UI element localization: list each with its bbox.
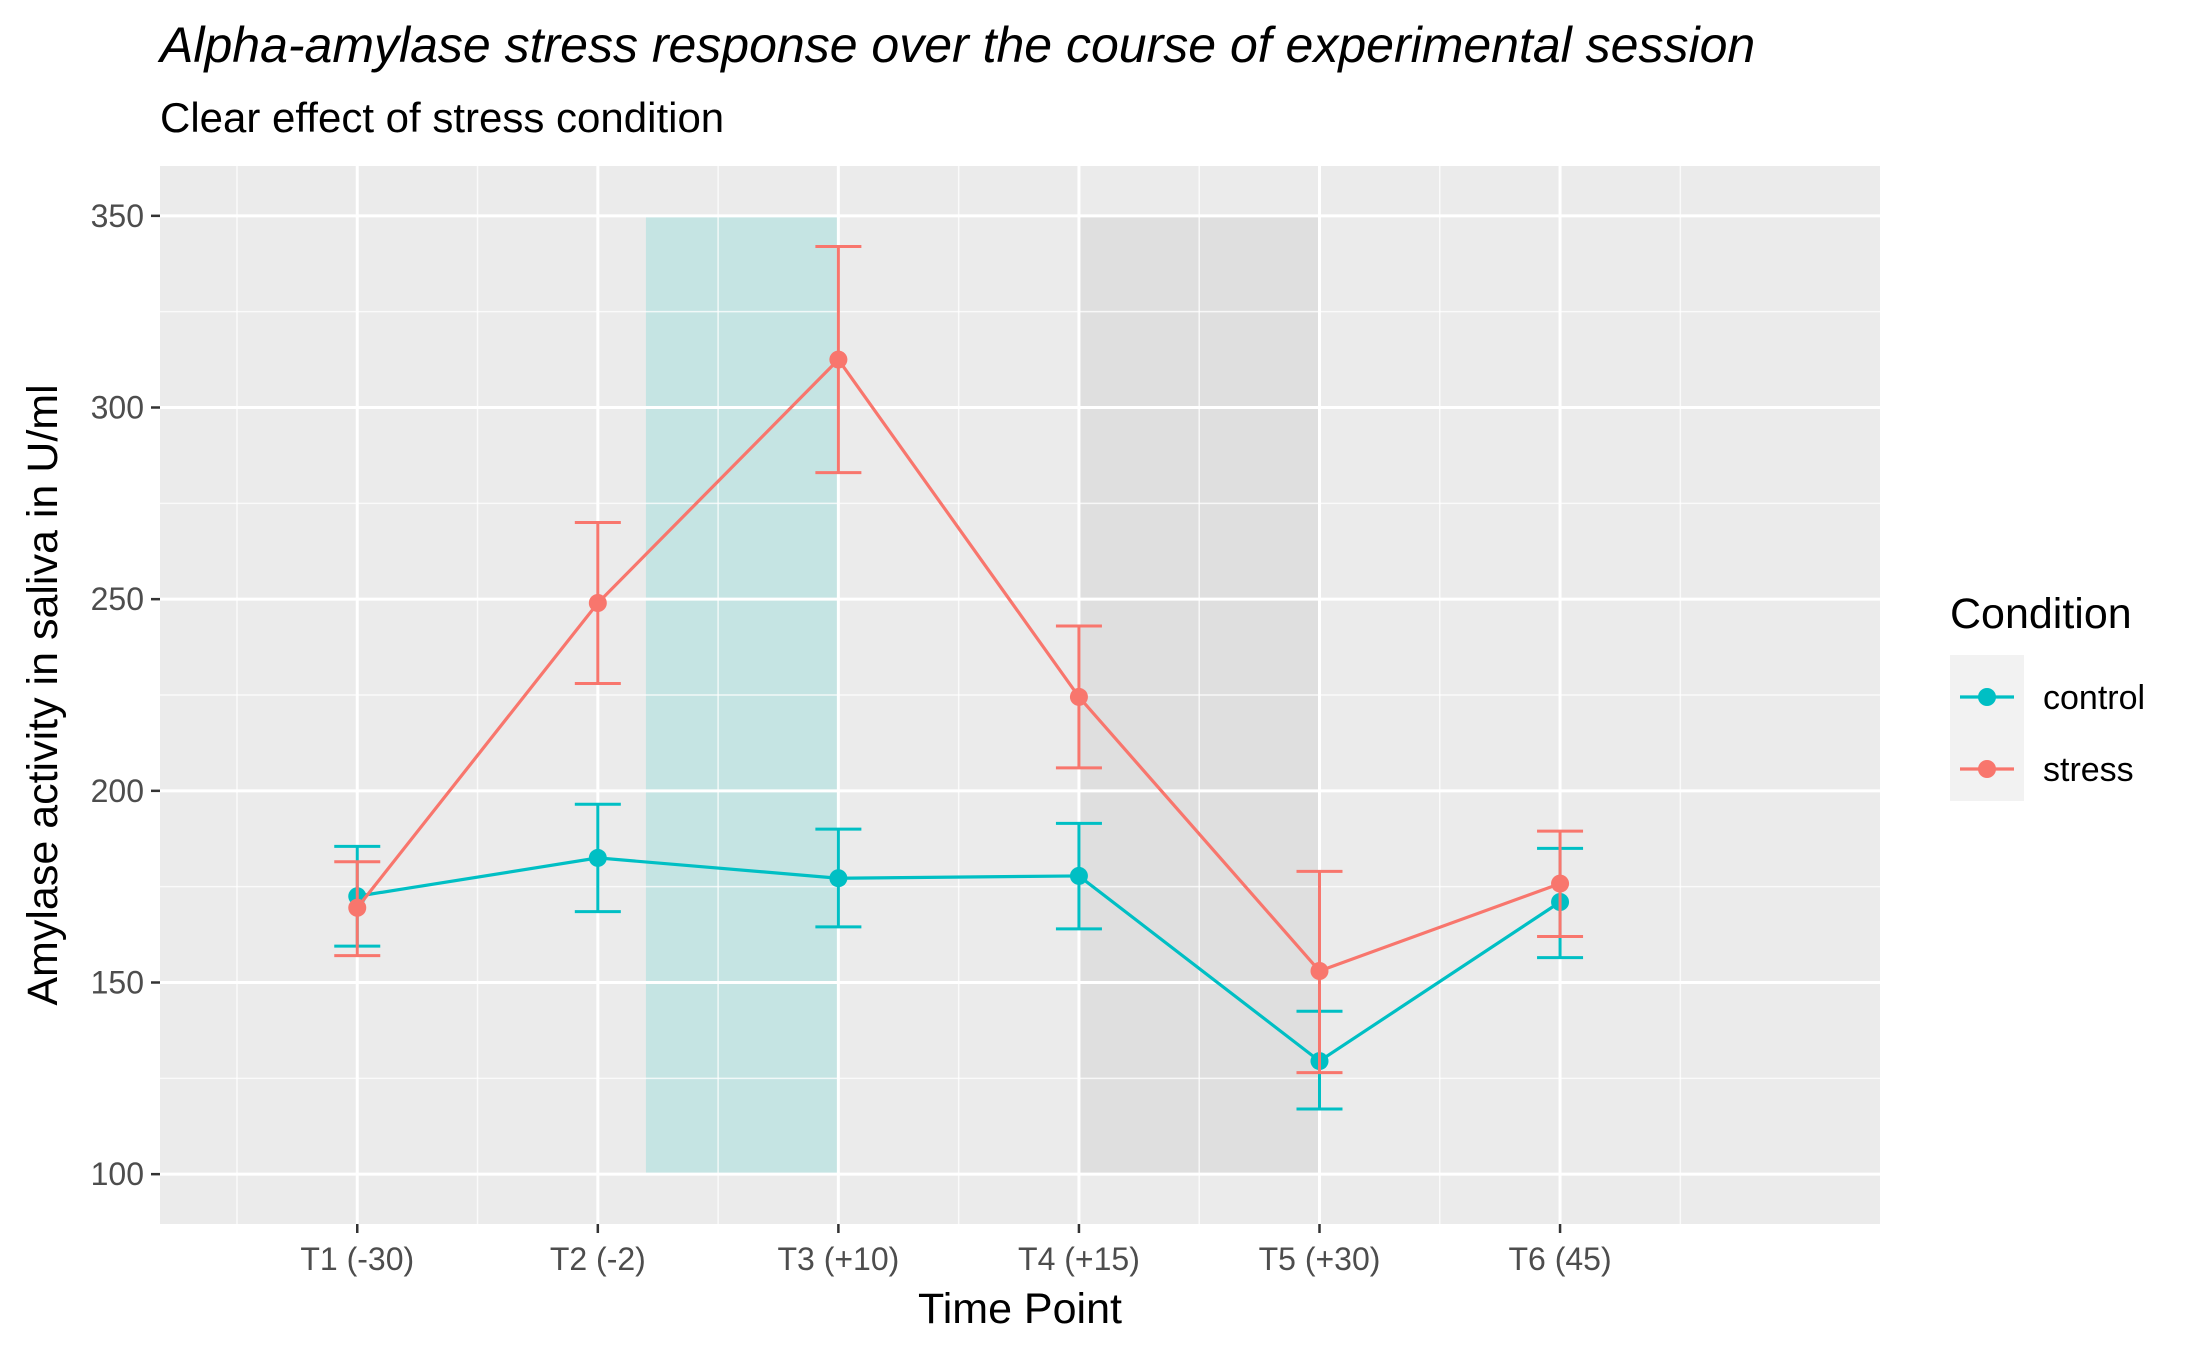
x-axis-title: Time Point	[918, 1285, 1122, 1333]
data-point-control	[1069, 866, 1088, 885]
data-point-stress	[588, 594, 607, 612]
data-point-control	[829, 869, 848, 888]
y-tick-label: 200	[91, 773, 144, 809]
x-tick-label: T1 (-30)	[300, 1241, 414, 1277]
legend-point-control	[1978, 688, 1996, 706]
data-point-stress	[348, 898, 367, 917]
data-point-stress	[1310, 962, 1329, 980]
data-point-stress	[1551, 874, 1570, 893]
y-tick-label: 100	[91, 1156, 144, 1192]
series-line-stress	[356, 357, 1561, 973]
legend-label-stress: stress	[2043, 751, 2134, 789]
y-tick-label: 300	[91, 390, 144, 426]
legend-point-stress	[1978, 760, 1996, 778]
chart-title: Alpha-amylase stress response over the c…	[157, 17, 1755, 73]
legend-title: Condition	[1950, 590, 2132, 638]
x-tick-label: T2 (-2)	[550, 1241, 646, 1277]
data-point-control	[588, 848, 607, 867]
series-layer	[334, 245, 1584, 1111]
x-tick-label: T4 (+15)	[1018, 1241, 1140, 1277]
chart-subtitle: Clear effect of stress condition	[160, 94, 724, 141]
legend-key-background	[1950, 655, 2024, 801]
data-point-stress	[829, 350, 848, 369]
data-point-stress	[1069, 687, 1088, 706]
x-axis: T1 (-30) T2 (-2) T3 (+10) T4 (+15) T5 (+30) T…	[300, 1224, 1612, 1277]
y-tick-label: 250	[91, 581, 144, 617]
series-stress	[334, 245, 1584, 1075]
x-tick-label: T3 (+10)	[777, 1241, 899, 1277]
legend-label-control: control	[2043, 679, 2145, 717]
x-tick-label: T6 (45)	[1508, 1241, 1611, 1277]
legend: Condition control stress	[1950, 590, 2145, 801]
series-line-control	[357, 856, 1561, 1064]
y-tick-label: 350	[91, 198, 144, 234]
y-tick-label: 150	[91, 965, 144, 1001]
y-axis-title: Amylase activity in saliva in U/ml	[19, 384, 67, 1005]
y-axis: 100 150 200 250 300 350	[91, 198, 160, 1192]
x-tick-label: T5 (+30)	[1259, 1241, 1381, 1277]
